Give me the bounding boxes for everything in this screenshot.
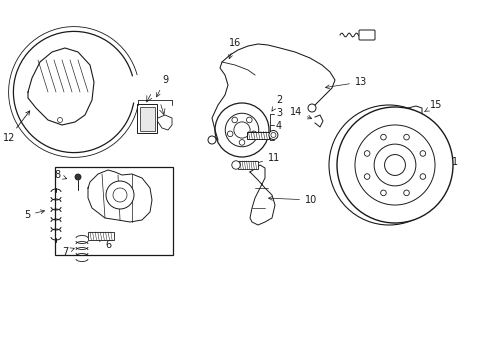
- Text: 11: 11: [253, 153, 280, 165]
- Ellipse shape: [336, 107, 452, 223]
- Ellipse shape: [373, 144, 415, 186]
- Text: 2: 2: [271, 95, 282, 111]
- Text: 5: 5: [24, 210, 44, 220]
- FancyBboxPatch shape: [358, 30, 374, 40]
- Ellipse shape: [328, 105, 448, 225]
- Text: 14: 14: [289, 107, 311, 119]
- FancyBboxPatch shape: [88, 232, 114, 240]
- Ellipse shape: [384, 154, 405, 175]
- Circle shape: [270, 132, 275, 138]
- Circle shape: [227, 131, 232, 137]
- Text: 7: 7: [61, 247, 74, 257]
- FancyBboxPatch shape: [55, 167, 173, 255]
- Text: 13: 13: [325, 77, 366, 89]
- Circle shape: [58, 117, 62, 122]
- Circle shape: [246, 117, 252, 123]
- Circle shape: [307, 104, 315, 112]
- Circle shape: [268, 131, 277, 140]
- Circle shape: [364, 150, 369, 156]
- FancyBboxPatch shape: [139, 107, 154, 131]
- Text: 3: 3: [275, 108, 282, 118]
- Text: 12: 12: [2, 111, 30, 143]
- Text: 9: 9: [156, 75, 168, 97]
- Circle shape: [233, 122, 249, 138]
- Circle shape: [215, 103, 268, 157]
- FancyBboxPatch shape: [247, 131, 269, 139]
- Circle shape: [75, 174, 81, 180]
- Circle shape: [250, 131, 256, 137]
- Circle shape: [113, 188, 127, 202]
- Circle shape: [225, 113, 258, 147]
- Text: 16: 16: [228, 38, 241, 59]
- Circle shape: [380, 190, 386, 196]
- Circle shape: [419, 150, 425, 156]
- Circle shape: [231, 161, 240, 169]
- FancyBboxPatch shape: [238, 161, 258, 169]
- Text: 1: 1: [438, 157, 457, 167]
- Circle shape: [380, 134, 386, 140]
- Circle shape: [403, 190, 408, 196]
- Text: 10: 10: [268, 195, 317, 205]
- Circle shape: [403, 134, 408, 140]
- Ellipse shape: [354, 125, 434, 205]
- Circle shape: [207, 136, 216, 144]
- Circle shape: [364, 174, 369, 179]
- Text: 15: 15: [424, 100, 442, 112]
- Text: 6: 6: [98, 238, 111, 250]
- Text: 8: 8: [54, 170, 66, 180]
- Circle shape: [239, 140, 244, 145]
- Circle shape: [106, 181, 134, 209]
- FancyBboxPatch shape: [137, 104, 157, 133]
- Text: 4: 4: [275, 121, 282, 131]
- Circle shape: [231, 117, 237, 123]
- Circle shape: [419, 174, 425, 179]
